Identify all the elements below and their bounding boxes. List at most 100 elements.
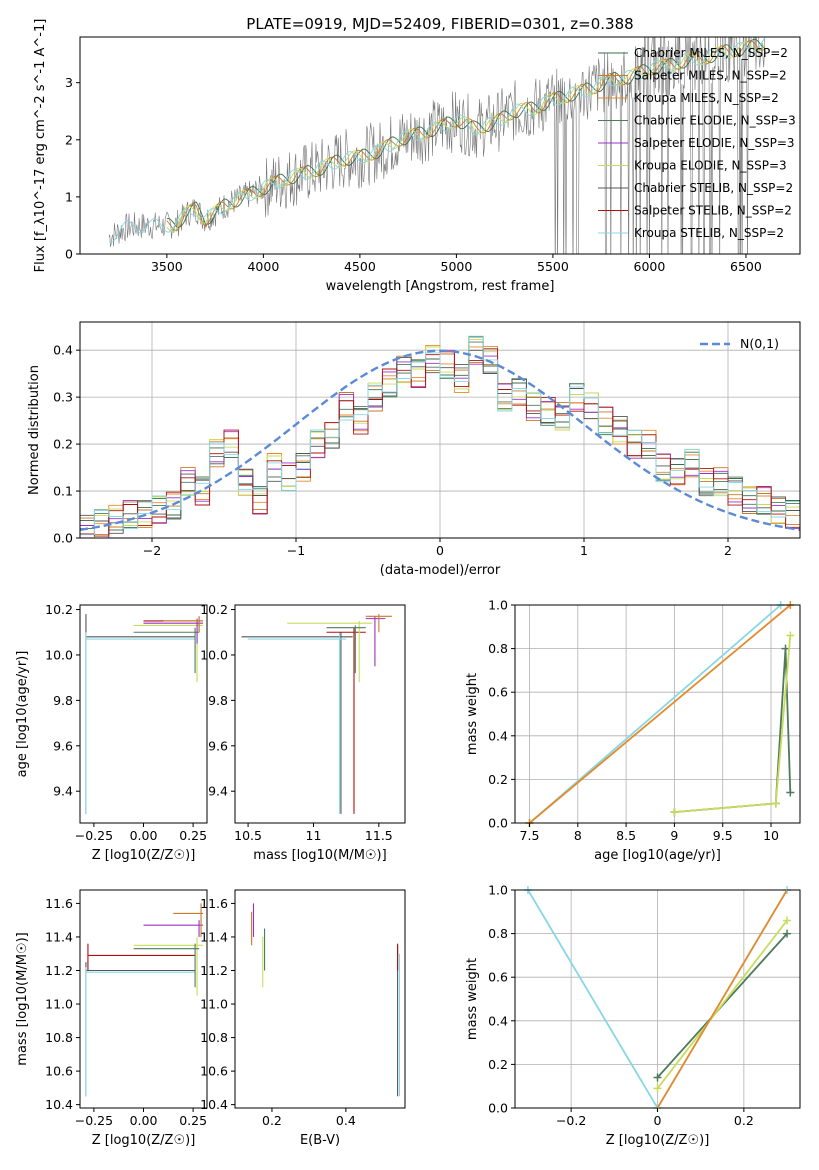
y-axis-label: Flux [f_λ10^-17 erg cm^-2 s^-1 A^-1] bbox=[33, 19, 48, 273]
x-tick-label: −2 bbox=[143, 543, 161, 558]
legend-label: Chabrier STELIB, N_SSP=2 bbox=[634, 181, 793, 195]
y-tick-label: 0.2 bbox=[53, 437, 73, 452]
x-tick-label: 0.2 bbox=[262, 1113, 282, 1128]
y-tick-label: 10.0 bbox=[45, 647, 73, 662]
axes-frame bbox=[234, 889, 406, 1109]
weight-series-line bbox=[528, 604, 791, 824]
axes-frame bbox=[79, 889, 208, 1109]
y-tick-label: 2 bbox=[65, 132, 73, 147]
y-tick-label: 9.6 bbox=[208, 738, 228, 753]
weight-marker bbox=[771, 799, 780, 808]
weight-series-line bbox=[656, 919, 788, 1089]
x-tick-label: 5500 bbox=[537, 259, 569, 274]
residual-histogram-panel: −2 −1 0 1 2 0.0 0.1 0.2 0.3 0.4 (data-model)/error… bbox=[27, 321, 801, 578]
y-tick-label: 10.2 bbox=[45, 602, 73, 617]
x-tick-label: 8.5 bbox=[616, 828, 636, 843]
x-tick-label: 10 bbox=[763, 828, 779, 843]
y-tick-label: 0.8 bbox=[488, 926, 508, 941]
x-axis-label: (data-model)/error bbox=[380, 563, 501, 578]
weight-marker bbox=[653, 1084, 662, 1093]
x-tick-label: 9 bbox=[670, 828, 678, 843]
y-axis-label: mass weight bbox=[465, 958, 480, 1040]
y-tick-label: 0.6 bbox=[488, 970, 508, 985]
legend-label: Kroupa MILES, N_SSP=2 bbox=[634, 91, 779, 105]
y-tick-label: 9.4 bbox=[208, 784, 228, 799]
x-tick-label: 7.5 bbox=[520, 828, 540, 843]
legend-label: Salpeter STELIB, N_SSP=2 bbox=[634, 204, 792, 218]
x-tick-label: 8 bbox=[574, 828, 582, 843]
y-tick-label: 11.0 bbox=[45, 997, 73, 1012]
axes-frame bbox=[514, 604, 801, 824]
y-tick-label: 11.4 bbox=[45, 929, 73, 944]
y-tick-label: 1.0 bbox=[488, 598, 508, 613]
x-tick-label: 4000 bbox=[247, 259, 279, 274]
x-tick-label: 0.00 bbox=[130, 828, 158, 843]
x-tick-label: 0 bbox=[436, 543, 444, 558]
weight-series-line bbox=[674, 635, 792, 813]
age-vs-mass-panel: 10.5 11 11.5 9.4 9.6 9.8 10.0 10.2 mass [log10(M… bbox=[200, 602, 406, 863]
x-tick-label: 10.5 bbox=[234, 828, 262, 843]
x-tick-label: 11 bbox=[306, 828, 322, 843]
spectrum-panel: 3500 4000 4500 5000 5500 6000 6500 0 1 2 3 waveleng… bbox=[33, 19, 801, 294]
x-tick-label: 11.5 bbox=[365, 828, 393, 843]
age-vs-z-panel: −0.25 0.00 0.25 9.4 9.6 9.8 10.0 10.2 Z [log10(Z… bbox=[15, 602, 208, 863]
x-tick-label: 2 bbox=[724, 543, 732, 558]
x-tick-label: −0.2 bbox=[556, 1113, 586, 1128]
figure-title: PLATE=0919, MJD=52409, FIBERID=0301, z=0… bbox=[246, 15, 633, 33]
y-tick-label: 0 bbox=[65, 247, 73, 262]
legend-label: Kroupa ELODIE, N_SSP=3 bbox=[634, 159, 787, 173]
weight-vs-age-panel: 7.5 8 8.5 9 9.5 10 0.0 0.2 0.4 0.6 0.8 1.0 age [log1… bbox=[465, 598, 801, 863]
legend-label: N(0,1) bbox=[740, 336, 779, 351]
y-tick-label: 10.8 bbox=[200, 1030, 228, 1045]
weight-series-line bbox=[528, 604, 782, 824]
x-tick-label: 6500 bbox=[730, 259, 762, 274]
x-tick-label: 0.25 bbox=[179, 828, 207, 843]
y-tick-label: 0.0 bbox=[53, 531, 73, 546]
y-tick-label: 9.4 bbox=[53, 784, 73, 799]
weight-marker bbox=[783, 929, 792, 938]
legend-label: Kroupa STELIB, N_SSP=2 bbox=[634, 226, 784, 240]
x-tick-label: 0 bbox=[654, 1113, 662, 1128]
axes-frame bbox=[234, 604, 406, 824]
y-tick-label: 0.1 bbox=[53, 484, 73, 499]
weight-marker bbox=[670, 808, 679, 817]
x-axis-label: mass [log10(M/M☉)] bbox=[253, 848, 386, 863]
y-axis-label: age [log10(age/yr)] bbox=[15, 651, 30, 778]
y-tick-label: 10.4 bbox=[200, 1097, 228, 1112]
y-tick-label: 0.4 bbox=[488, 1013, 508, 1028]
histogram-series bbox=[80, 335, 800, 536]
y-tick-label: 11.4 bbox=[200, 929, 228, 944]
y-tick-label: 10.2 bbox=[200, 602, 228, 617]
y-tick-label: 0.3 bbox=[53, 390, 73, 405]
normal-reference-curve bbox=[79, 349, 801, 531]
y-tick-label: 0.0 bbox=[488, 816, 508, 831]
y-tick-label: 11.2 bbox=[45, 963, 73, 978]
y-tick-label: 9.8 bbox=[53, 693, 73, 708]
y-axis-label: mass [log10(M/M☉)] bbox=[15, 932, 30, 1065]
weight-vs-z-panel: −0.2 0 0.2 0.0 0.2 0.4 0.6 0.8 1.0 Z [log10(Z/Z☉)… bbox=[465, 883, 801, 1148]
x-axis-label: age [log10(age/yr)] bbox=[594, 848, 721, 863]
weight-marker bbox=[653, 1073, 662, 1082]
y-tick-label: 0.8 bbox=[488, 641, 508, 656]
y-tick-label: 0.4 bbox=[488, 728, 508, 743]
legend-label: Chabrier MILES, N_SSP=2 bbox=[634, 46, 788, 60]
legend-label: Salpeter ELODIE, N_SSP=3 bbox=[634, 136, 795, 150]
y-tick-label: 0.2 bbox=[488, 1057, 508, 1072]
weight-series-line bbox=[656, 889, 788, 1109]
y-tick-label: 0.0 bbox=[488, 1101, 508, 1116]
weight-marker bbox=[783, 916, 792, 925]
axes-frame bbox=[79, 36, 801, 255]
x-tick-label: 0.25 bbox=[179, 1113, 207, 1128]
mass-vs-z-panel: −0.25 0.00 0.25 10.4 10.6 10.8 11.0 11.2 11.4 11.… bbox=[15, 889, 208, 1148]
y-tick-label: 0.2 bbox=[488, 772, 508, 787]
x-tick-label: −0.25 bbox=[75, 828, 113, 843]
axes-frame bbox=[79, 604, 208, 824]
y-tick-label: 1.0 bbox=[488, 883, 508, 898]
y-tick-label: 1 bbox=[65, 189, 73, 204]
y-tick-label: 11.0 bbox=[200, 997, 228, 1012]
x-tick-label: 5000 bbox=[441, 259, 473, 274]
y-tick-label: 11.2 bbox=[200, 963, 228, 978]
y-tick-label: 11.6 bbox=[200, 896, 228, 911]
y-tick-label: 0.4 bbox=[53, 343, 73, 358]
x-tick-label: −0.25 bbox=[75, 1113, 113, 1128]
